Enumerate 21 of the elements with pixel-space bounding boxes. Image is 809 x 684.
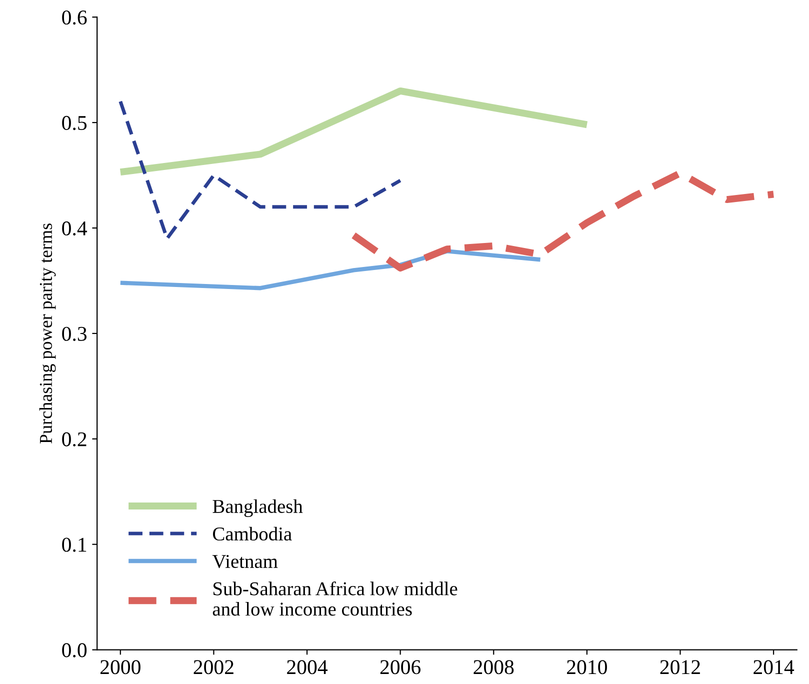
y-tick-label: 0.1	[62, 538, 86, 552]
legend-label: Sub-Saharan Africa low middle and low income countries	[212, 581, 458, 616]
x-tick-label: 2010	[567, 660, 607, 674]
x-tick-label: 2002	[194, 660, 234, 674]
x-tick-label: 2006	[380, 660, 421, 674]
x-tick-label: 2000	[100, 660, 140, 674]
y-tick-label: 0.6	[62, 10, 87, 25]
x-tick-label: 2004	[287, 660, 328, 674]
y-tick-label: 0.2	[62, 432, 86, 446]
x-tick-label: 2014	[754, 660, 794, 674]
x-tick-label: 2008	[474, 660, 514, 674]
legend-label: Bangladesh	[212, 499, 303, 518]
y-tick-label: 0.3	[62, 326, 87, 341]
legend-label: Cambodia	[212, 526, 292, 541]
line-series	[118, 100, 402, 240]
legend-label: Vietnam	[212, 554, 278, 568]
y-axis-title: Purchasing power parity terms	[39, 224, 56, 444]
y-tick-label: 0.5	[62, 116, 87, 130]
y-tick-label: 0.0	[62, 643, 87, 658]
x-tick-label: 2012	[660, 660, 700, 674]
y-tick-label: 0.4	[62, 221, 88, 236]
